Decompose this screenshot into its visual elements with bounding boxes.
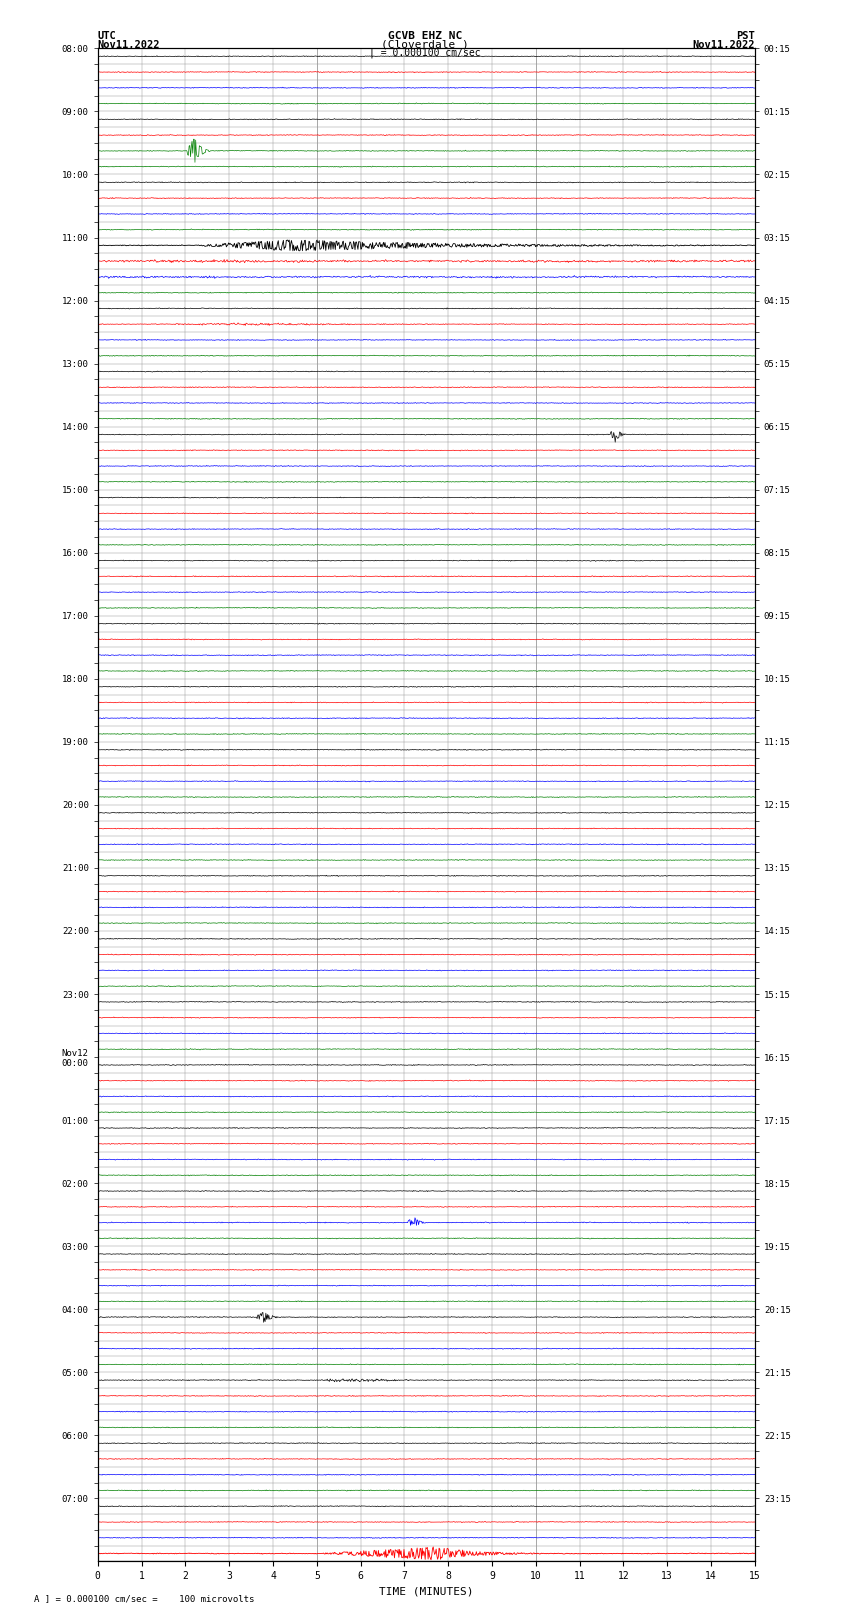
Text: | = 0.000100 cm/sec: | = 0.000100 cm/sec	[369, 47, 481, 58]
Text: UTC: UTC	[98, 31, 116, 42]
Text: GCVB EHZ NC: GCVB EHZ NC	[388, 31, 462, 42]
X-axis label: TIME (MINUTES): TIME (MINUTES)	[379, 1587, 473, 1597]
Text: A ] = 0.000100 cm/sec =    100 microvolts: A ] = 0.000100 cm/sec = 100 microvolts	[34, 1594, 254, 1603]
Text: Nov11,2022: Nov11,2022	[98, 39, 161, 50]
Text: (Cloverdale ): (Cloverdale )	[381, 39, 469, 50]
Text: PST: PST	[736, 31, 755, 42]
Text: Nov11,2022: Nov11,2022	[692, 39, 755, 50]
